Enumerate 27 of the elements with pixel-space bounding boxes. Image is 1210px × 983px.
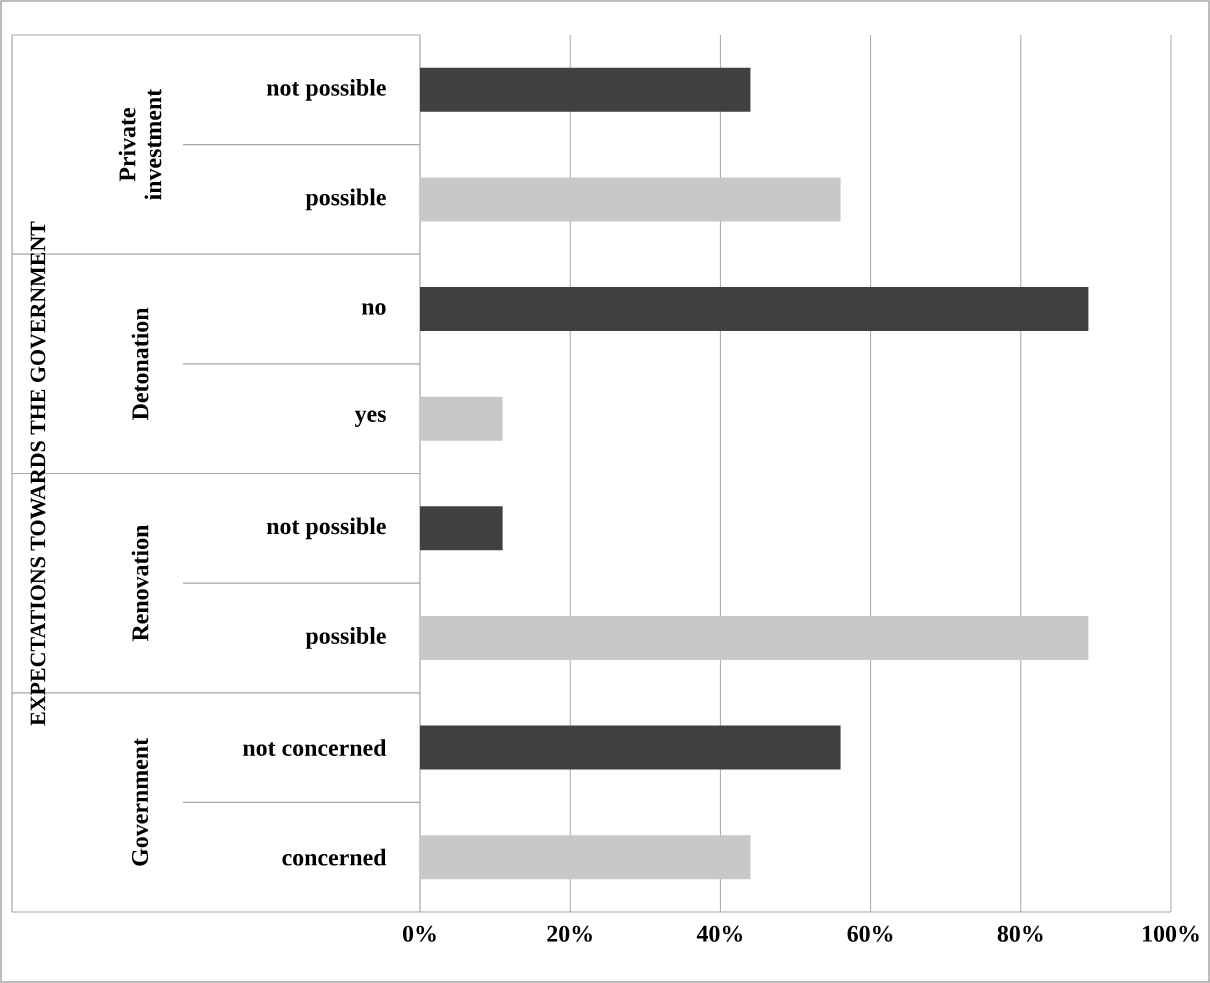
- x-tick-label: 20%: [547, 925, 592, 942]
- bar: [420, 287, 1089, 332]
- y-tick-label: concerned: [282, 848, 387, 866]
- bar: [420, 396, 503, 441]
- text: Government: [131, 738, 149, 866]
- x-tick-label: 0%: [402, 925, 436, 942]
- bar: [420, 506, 503, 551]
- text: Detonation: [131, 307, 149, 420]
- x-tick-label: 100%: [1143, 925, 1199, 942]
- y-tick-label: possible: [305, 627, 386, 649]
- bar: [420, 615, 1089, 660]
- bar: [420, 177, 841, 222]
- x-tick-label: 40%: [696, 925, 743, 942]
- text: EXPECTATIONS TOWARDS THE GOVERNMENT: [30, 221, 46, 726]
- y-tick-label: no: [361, 303, 386, 315]
- bar: [420, 67, 751, 112]
- y-tick-label: not possible: [266, 78, 386, 101]
- y-tick-label: not concerned: [243, 739, 387, 756]
- text: Renovation: [131, 525, 149, 642]
- y-tick-label: yes: [354, 410, 386, 427]
- bar: [420, 835, 751, 880]
- y-tick-label: not possible: [266, 517, 386, 540]
- bar: [420, 725, 841, 770]
- text: Private investment: [118, 88, 162, 200]
- x-tick-label: 80%: [997, 925, 1043, 942]
- x-tick-label: 60%: [847, 925, 893, 942]
- y-tick-label: possible: [305, 188, 386, 211]
